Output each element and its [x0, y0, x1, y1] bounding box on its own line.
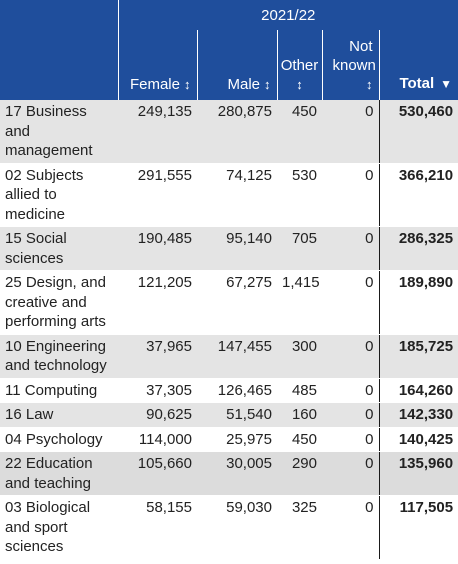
table-row: 11 Computing 37,305 126,465 485 0 164,26…	[0, 378, 458, 403]
other-cell: 450	[277, 100, 322, 164]
subject-cell: 16 Law	[0, 402, 118, 428]
table-row: 17 Business and management 249,135 280,8…	[0, 100, 458, 164]
other-cell: 300	[277, 334, 322, 379]
table-row: 03 Biological and sport sciences 58,155 …	[0, 495, 458, 560]
other-cell: 485	[277, 378, 322, 403]
subject-cell: 15 Social sciences	[0, 226, 118, 271]
sort-icon[interactable]: ↕	[296, 77, 303, 92]
female-cell: 37,965	[118, 334, 197, 379]
male-cell: 147,455	[197, 334, 277, 379]
total-cell: 164,260	[378, 378, 458, 403]
sort-icon[interactable]: ↕	[366, 77, 373, 92]
column-header-row: Female ↕ Male ↕ Other ↕ Not known ↕ Total ▼	[0, 30, 458, 100]
subject-cell: 10 Engineering and technology	[0, 334, 118, 379]
not-known-cell: 0	[322, 100, 379, 164]
other-cell: 530	[277, 163, 322, 227]
subject-cell: 04 Psychology	[0, 427, 118, 452]
sort-icon[interactable]: ↕	[264, 77, 271, 92]
not-known-cell: 0	[322, 226, 379, 271]
header-blank-cell	[0, 0, 118, 30]
total-cell: 117,505	[378, 495, 458, 560]
table-row: 04 Psychology 114,000 25,975 450 0 140,4…	[0, 427, 458, 452]
total-cell: 286,325	[378, 226, 458, 271]
male-cell: 59,030	[197, 495, 277, 560]
column-header-other[interactable]: Other ↕	[276, 30, 322, 100]
other-cell: 705	[277, 226, 322, 271]
other-cell: 450	[277, 427, 322, 452]
not-known-cell: 0	[322, 427, 379, 452]
not-known-cell: 0	[322, 378, 379, 403]
total-cell: 140,425	[378, 427, 458, 452]
not-known-cell: 0	[322, 334, 379, 379]
column-header-label: Female	[129, 76, 180, 93]
column-header-label: Total	[399, 75, 435, 92]
other-cell: 1,415	[277, 270, 322, 335]
table-row: 25 Design, and creative and performing a…	[0, 270, 458, 335]
female-cell: 105,660	[118, 451, 197, 496]
female-cell: 37,305	[118, 378, 197, 403]
female-cell: 121,205	[118, 270, 197, 335]
column-header-label: Not known	[332, 38, 376, 74]
not-known-cell: 0	[322, 163, 379, 227]
male-cell: 25,975	[197, 427, 277, 452]
column-header-male[interactable]: Male ↕	[196, 30, 277, 100]
sort-descending-icon[interactable]: ▼	[440, 77, 453, 91]
male-cell: 51,540	[197, 402, 277, 428]
subject-cell: 17 Business and management	[0, 100, 118, 164]
other-cell: 290	[277, 451, 322, 496]
column-header-label: Male	[227, 76, 260, 93]
column-header-label: Other	[280, 57, 319, 74]
table-row: 22 Education and teaching 105,660 30,005…	[0, 451, 458, 496]
not-known-cell: 0	[322, 402, 379, 428]
female-cell: 114,000	[118, 427, 197, 452]
not-known-cell: 0	[322, 495, 379, 560]
female-cell: 249,135	[118, 100, 197, 164]
year-header: 2021/22	[117, 0, 458, 30]
table-row: 16 Law 90,625 51,540 160 0 142,330	[0, 402, 458, 428]
total-cell: 142,330	[378, 402, 458, 428]
total-cell: 185,725	[378, 334, 458, 379]
subject-cell: 11 Computing	[0, 378, 118, 403]
total-cell: 189,890	[378, 270, 458, 335]
subject-cell: 25 Design, and creative and performing a…	[0, 270, 118, 335]
female-cell: 291,555	[118, 163, 197, 227]
female-cell: 190,485	[118, 226, 197, 271]
not-known-cell: 0	[322, 451, 379, 496]
subject-cell: 22 Education and teaching	[0, 451, 118, 496]
male-cell: 95,140	[197, 226, 277, 271]
not-known-cell: 0	[322, 270, 379, 335]
other-cell: 325	[277, 495, 322, 560]
other-cell: 160	[277, 402, 322, 428]
female-cell: 90,625	[118, 402, 197, 428]
table-row: 02 Subjects allied to medicine 291,555 7…	[0, 163, 458, 227]
column-header-total[interactable]: Total ▼	[378, 30, 458, 100]
sort-icon[interactable]: ↕	[184, 77, 191, 92]
total-cell: 530,460	[378, 100, 458, 164]
male-cell: 74,125	[197, 163, 277, 227]
subject-column-header	[0, 30, 118, 100]
year-header-row: 2021/22	[0, 0, 458, 30]
male-cell: 30,005	[197, 451, 277, 496]
table-row: 10 Engineering and technology 37,965 147…	[0, 334, 458, 379]
column-header-female[interactable]: Female ↕	[117, 30, 197, 100]
column-header-not-known[interactable]: Not known ↕	[321, 30, 379, 100]
subject-cell: 02 Subjects allied to medicine	[0, 163, 118, 227]
table-row: 15 Social sciences 190,485 95,140 705 0 …	[0, 226, 458, 271]
male-cell: 280,875	[197, 100, 277, 164]
male-cell: 126,465	[197, 378, 277, 403]
subject-cell: 03 Biological and sport sciences	[0, 495, 118, 560]
female-cell: 58,155	[118, 495, 197, 560]
total-cell: 135,960	[378, 451, 458, 496]
total-cell: 366,210	[378, 163, 458, 227]
male-cell: 67,275	[197, 270, 277, 335]
